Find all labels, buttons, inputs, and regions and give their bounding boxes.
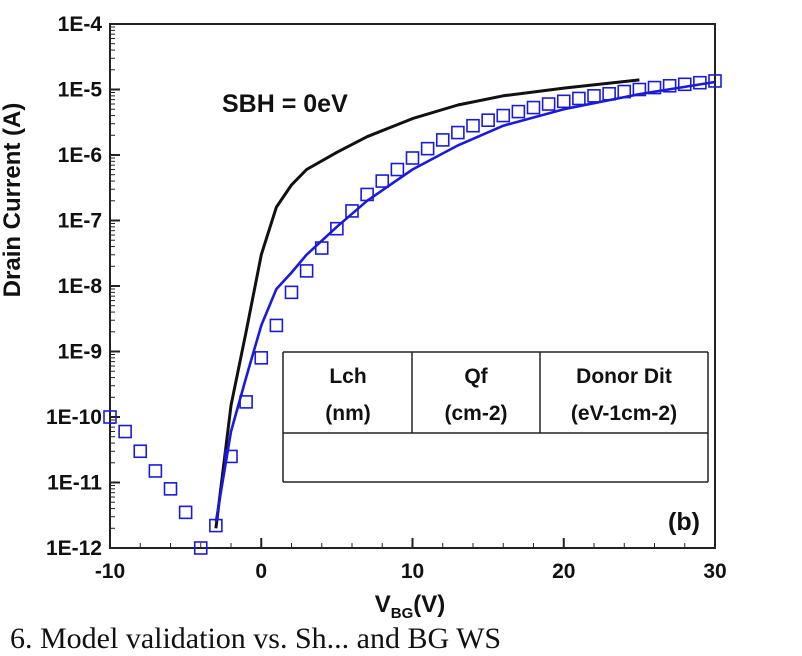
series-line-1 bbox=[214, 80, 716, 523]
data-point-marker bbox=[284, 285, 299, 300]
data-point-marker bbox=[511, 104, 526, 119]
data-point-marker bbox=[572, 91, 586, 106]
data-point-marker bbox=[360, 187, 374, 202]
table-header-qf-unit: (cm-2) bbox=[444, 402, 507, 425]
table-header-lch: Lch bbox=[329, 365, 366, 388]
x-tick-label: 10 bbox=[401, 560, 424, 583]
parameter-table: Lch (nm) Qf (cm-2) Donor Dit (eV-1cm-2) bbox=[282, 351, 709, 483]
data-point-marker bbox=[632, 82, 647, 97]
data-point-marker bbox=[662, 78, 677, 93]
y-tick-label: 1E-11 bbox=[47, 472, 102, 495]
y-axis-label: Drain Current (A) bbox=[0, 103, 26, 298]
x-tick-label: -10 bbox=[95, 560, 125, 583]
y-tick-label: 1E-5 bbox=[58, 79, 103, 102]
data-point-marker bbox=[345, 204, 359, 218]
x-axis-label-sub: BG bbox=[391, 605, 414, 622]
data-point-marker bbox=[602, 86, 616, 101]
y-tick-label: 1E-8 bbox=[58, 275, 103, 298]
table-header-lch-unit: (nm) bbox=[325, 402, 371, 425]
sbh-annotation: SBH = 0eV bbox=[222, 90, 348, 118]
data-point-marker bbox=[451, 125, 465, 140]
data-point-marker bbox=[118, 424, 132, 439]
series-layer bbox=[103, 74, 722, 555]
y-tick-label: 1E-10 bbox=[46, 406, 102, 429]
x-tick-label: 0 bbox=[255, 560, 267, 583]
data-point-marker bbox=[103, 410, 117, 424]
data-point-marker bbox=[148, 464, 163, 478]
chart: Drain Current (A) 1E-121E-111E-101E-91E-… bbox=[0, 13, 727, 622]
data-point-marker bbox=[239, 395, 253, 409]
data-point-marker bbox=[133, 444, 148, 459]
y-tick-label: 1E-4 bbox=[58, 13, 103, 36]
table-header-dit-unit: (eV-1cm-2) bbox=[571, 402, 677, 425]
y-tick-label: 1E-12 bbox=[46, 537, 102, 560]
table-header-qf: Qf bbox=[464, 365, 488, 388]
data-point-marker bbox=[405, 151, 420, 165]
y-axis: 1E-12 1E-11 1E-10 1E-9 1E-8 1E-7 1E-6 1E-5 1E-4 bbox=[46, 13, 120, 560]
data-point-marker bbox=[708, 74, 722, 88]
data-point-marker bbox=[647, 80, 662, 95]
x-tick-label: 20 bbox=[552, 560, 575, 583]
data-point-marker bbox=[163, 482, 178, 496]
data-point-marker bbox=[617, 84, 632, 99]
data-point-marker bbox=[209, 518, 223, 533]
data-point-marker bbox=[541, 97, 556, 111]
data-point-marker bbox=[178, 505, 193, 520]
data-point-marker bbox=[269, 318, 284, 333]
y-tick-label: 1E-9 bbox=[58, 341, 102, 364]
data-point-marker bbox=[677, 77, 692, 92]
data-point-marker bbox=[466, 118, 480, 133]
series-line-0 bbox=[214, 78, 640, 529]
x-axis-label-unit: (V) bbox=[413, 591, 445, 618]
data-point-marker bbox=[375, 174, 390, 188]
data-point-marker bbox=[224, 449, 238, 464]
data-point-marker bbox=[526, 100, 541, 115]
y-tick-label: 1E-6 bbox=[58, 144, 102, 167]
data-point-marker bbox=[556, 94, 571, 109]
data-point-marker bbox=[330, 221, 344, 236]
x-axis-label-main: V bbox=[375, 591, 391, 618]
data-point-marker bbox=[314, 241, 329, 255]
data-point-marker bbox=[693, 75, 707, 90]
panel-label: (b) bbox=[668, 508, 700, 536]
data-point-marker bbox=[435, 133, 450, 147]
data-point-marker bbox=[587, 89, 601, 103]
data-point-marker bbox=[481, 113, 495, 127]
data-point-marker bbox=[496, 108, 511, 123]
table-background bbox=[283, 352, 708, 482]
data-point-marker bbox=[420, 141, 435, 156]
x-tick-label: 30 bbox=[703, 560, 726, 583]
x-axis-label: VBG(V) bbox=[375, 591, 446, 622]
data-point-marker bbox=[390, 162, 405, 177]
data-point-marker bbox=[299, 264, 314, 278]
x-axis: -10 0 10 20 30 bbox=[95, 538, 727, 583]
figure-caption-text: 6. Model validation vs. Sh... and BG WS bbox=[10, 622, 502, 655]
data-point-marker bbox=[193, 541, 208, 555]
y-tick-label: 1E-7 bbox=[58, 210, 102, 233]
table-header-dit: Donor Dit bbox=[576, 365, 672, 388]
figure-caption: 6. Model validation vs. Sh... and BG WS bbox=[0, 622, 802, 656]
data-point-marker bbox=[254, 351, 269, 365]
